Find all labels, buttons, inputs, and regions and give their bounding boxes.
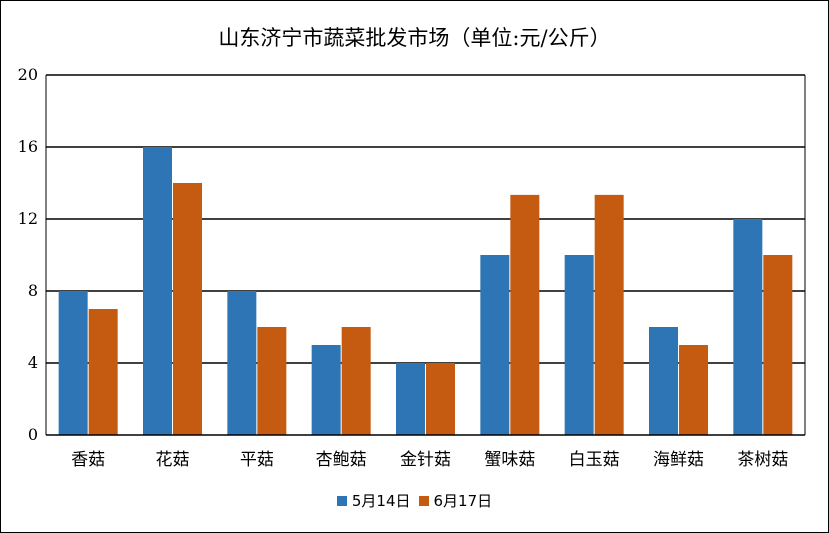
bar-series-2-1 — [88, 309, 118, 435]
legend-swatch-series-2 — [418, 495, 429, 506]
legend-label-series-2: 6月17日 — [433, 492, 493, 510]
bar-series-1-1 — [58, 291, 88, 435]
bar-series-2-2 — [173, 183, 202, 435]
x-category-label: 花菇 — [156, 450, 190, 470]
legend-item-series-2: 6月17日 — [418, 490, 493, 511]
bar-series-2-9 — [763, 255, 793, 435]
bar-series-2-7 — [594, 194, 624, 435]
x-category-label: 平菇 — [240, 450, 274, 470]
x-category-label: 茶树菇 — [737, 450, 788, 470]
bar-series-2-3 — [257, 327, 287, 435]
x-category-labels: 香菇 花菇 平菇 杏鲍菇 金针菇 蟹味菇 白玉菇 海鲜菇 茶树菇 — [71, 450, 788, 470]
bar-series-1-4 — [311, 345, 341, 435]
bar-series-1-5 — [396, 363, 425, 435]
bar-series-2-5 — [426, 363, 455, 435]
y-tick-label: 8 — [28, 281, 38, 300]
y-tick-label: 12 — [18, 209, 38, 228]
bar-series-1-8 — [649, 327, 678, 435]
y-tick-label: 20 — [18, 65, 38, 84]
x-category-label: 海鲜菇 — [653, 450, 704, 470]
bar-series-1-9 — [733, 219, 763, 435]
chart-title: 山东济宁市蔬菜批发市场（单位:元/公斤） — [218, 26, 611, 50]
bars — [58, 147, 793, 435]
x-category-label: 蟹味菇 — [484, 450, 535, 470]
x-category-label: 金针菇 — [400, 450, 451, 470]
legend-swatch-series-1 — [336, 495, 347, 506]
bar-series-1-3 — [227, 291, 257, 435]
legend-label-series-1: 5月14日 — [351, 492, 411, 510]
y-tick-label: 4 — [28, 353, 38, 372]
x-category-label: 白玉菇 — [569, 450, 620, 470]
bar-series-2-4 — [341, 327, 371, 435]
bar-series-1-6 — [480, 255, 510, 435]
bar-series-1-7 — [564, 255, 594, 435]
legend: 5月14日 6月17日 — [0, 490, 829, 511]
gridlines — [46, 74, 805, 364]
bar-series-1-2 — [143, 147, 172, 435]
x-category-label: 香菇 — [71, 450, 105, 470]
legend-item-series-1: 5月14日 — [336, 490, 411, 511]
axes — [45, 75, 806, 436]
x-category-label: 杏鲍菇 — [316, 450, 367, 470]
y-tick-label: 0 — [28, 425, 38, 444]
bar-series-2-6 — [510, 194, 540, 435]
y-tick-label: 16 — [18, 137, 38, 156]
y-tick-labels: 0 4 8 12 16 20 — [18, 65, 38, 444]
bar-series-2-8 — [679, 345, 708, 435]
